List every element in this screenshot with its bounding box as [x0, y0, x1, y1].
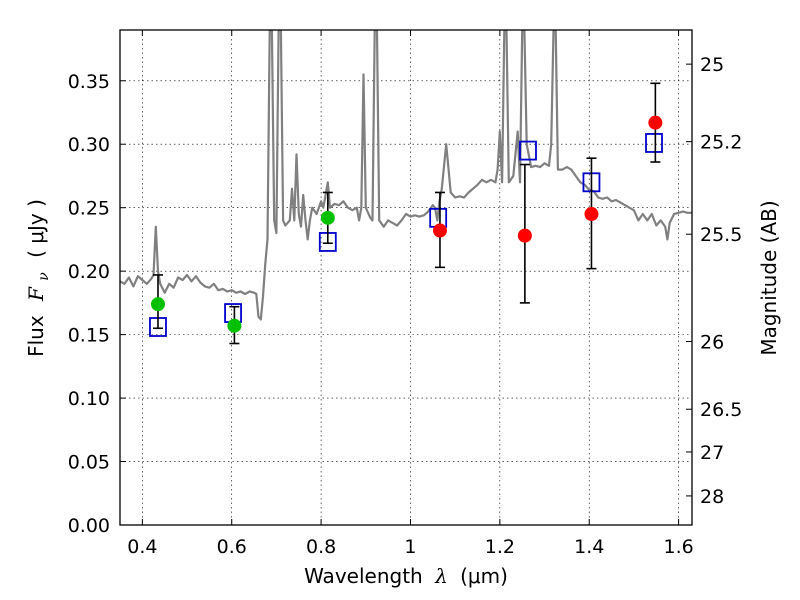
y-axis-label: Flux F ν ( μJy ): [24, 199, 53, 357]
x-tick-label: 1: [404, 536, 416, 558]
right-tick-label: 25.2: [700, 132, 742, 154]
y-axis-label-symbol: F: [24, 286, 48, 302]
y-axis-label-prefix: Flux: [24, 315, 48, 357]
red-photometry-point: [648, 115, 663, 130]
green-photometry-point: [150, 297, 165, 312]
green-photometry-point: [227, 318, 242, 333]
plot-frame: [119, 29, 693, 526]
y-tick-label: 0.30: [68, 134, 110, 156]
right-tick-label: 26.5: [700, 399, 742, 421]
red-photometry-point: [432, 223, 447, 238]
red-photometry-point: [517, 228, 532, 243]
y-tick-label: 0.35: [68, 71, 110, 93]
y-axis-label-unit: ( μJy ): [24, 199, 48, 258]
x-axis-label-unit: (μm): [460, 564, 508, 588]
y-tick-label: 0.00: [68, 515, 110, 537]
x-tick-label: 0.8: [306, 536, 336, 558]
photometry-points-layer: [149, 82, 663, 345]
x-tick-label: 1.2: [485, 536, 515, 558]
green-photometry-point: [320, 210, 335, 225]
y-tick-label: 0.20: [68, 261, 110, 283]
y-tick-label: 0.25: [68, 198, 110, 220]
x-axis-label-prefix: Wavelength: [304, 564, 423, 588]
model-spectrum-line: [120, 30, 692, 321]
y-tick-label: 0.05: [68, 452, 110, 474]
right-tick-label: 28: [700, 486, 724, 508]
x-axis-label: Wavelength λ (μm): [304, 564, 508, 588]
model-flux-box: [645, 133, 663, 153]
model-spectrum-layer: [120, 30, 692, 321]
y-tick-label: 0.15: [68, 325, 110, 347]
right-tick-label: 25: [700, 54, 724, 76]
grid-lines: [120, 30, 692, 526]
x-tick-label: 1.6: [663, 536, 693, 558]
x-tick-label: 0.4: [127, 536, 157, 558]
model-flux-box: [519, 140, 537, 161]
right-tick-label: 27: [700, 442, 724, 464]
right-tick-label: 26: [700, 332, 724, 354]
right-axis-label: Magnitude (AB): [757, 200, 781, 355]
red-photometry-point: [584, 207, 599, 222]
axis-ticks: 0.4 0.6 0.8 1 1.2 1.4 1.6 0.00 0.05 0.10 0.15 0.20 0…: [68, 30, 742, 558]
y-axis-label-subscript: ν: [36, 272, 52, 281]
right-tick-label: 25.5: [700, 224, 742, 246]
x-tick-label: 0.6: [217, 536, 247, 558]
y-tick-label: 0.10: [68, 388, 110, 410]
x-tick-label: 1.4: [574, 536, 604, 558]
x-axis-label-symbol: λ: [434, 564, 448, 588]
